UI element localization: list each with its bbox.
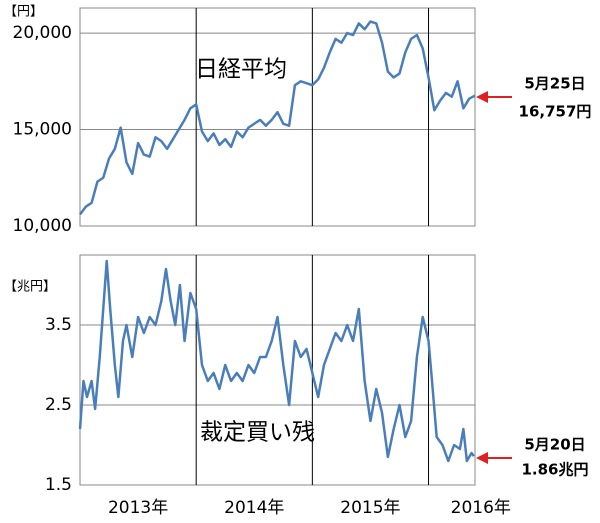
y-tick-label: 10,000 <box>13 216 72 236</box>
x-tick-label: 2015年 <box>340 498 400 518</box>
y-tick-label: 1.5 <box>45 475 72 495</box>
annotation-arrowhead <box>476 452 488 464</box>
annotation-value: 16,757円 <box>519 103 592 121</box>
y-tick-label: 2.5 <box>45 395 72 415</box>
annotation-value: 1.86兆円 <box>521 461 588 479</box>
y-tick-label: 20,000 <box>13 23 72 43</box>
x-tick-label: 2016年 <box>451 498 511 518</box>
y-tick-label: 3.5 <box>45 315 72 335</box>
annotation-date: 5月20日 <box>524 436 585 454</box>
chart-title: 日経平均 <box>195 57 287 83</box>
data-line <box>79 20 476 216</box>
x-tick-label: 2014年 <box>224 498 284 518</box>
y-tick-label: 15,000 <box>13 120 72 140</box>
annotation-date: 5月25日 <box>524 75 585 93</box>
x-tick-label: 2013年 <box>108 498 168 518</box>
data-line <box>78 259 475 463</box>
annotation-arrowhead <box>476 91 488 103</box>
chart-title: 裁定買い残 <box>200 420 315 446</box>
y-unit-label: 【円】 <box>4 5 43 20</box>
y-unit-label: 【兆円】 <box>4 280 56 295</box>
plot-frame <box>79 7 476 227</box>
